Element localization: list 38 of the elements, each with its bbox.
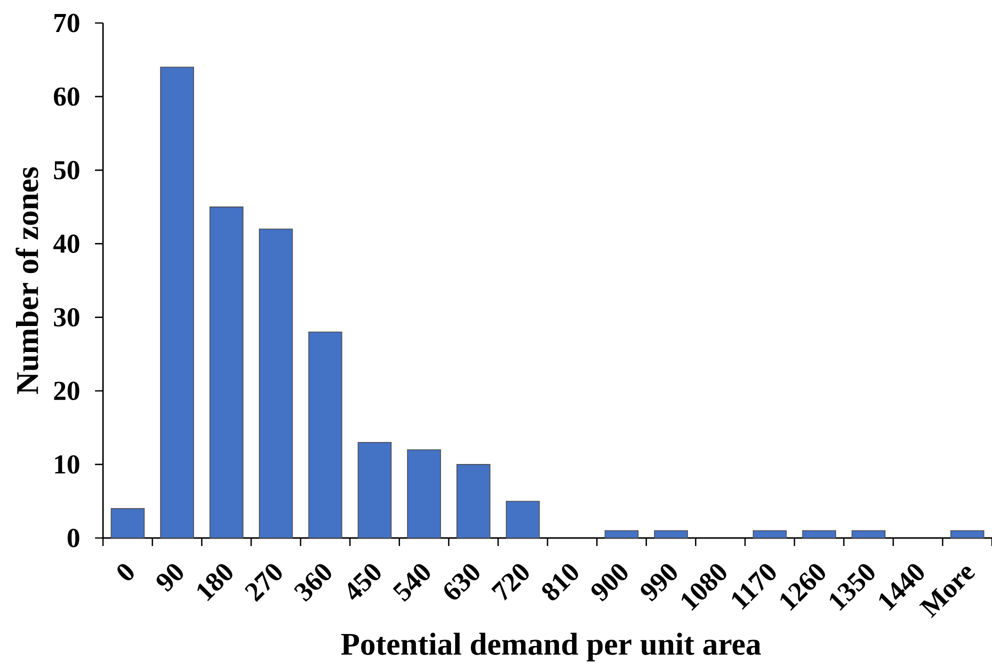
x-tick-label: 900 xyxy=(591,564,628,602)
y-tick-label: 0 xyxy=(68,528,80,548)
y-tick-label: 30 xyxy=(54,308,80,327)
y-axis-title: Number of zones xyxy=(16,167,38,394)
x-tick-label: 180 xyxy=(197,564,232,602)
x-tick-label: 1170 xyxy=(732,564,776,610)
y-tick-label: 40 xyxy=(53,234,80,253)
bar xyxy=(802,530,836,538)
bar xyxy=(654,530,688,538)
x-tick-label: 540 xyxy=(392,564,430,602)
x-tick-label: 360 xyxy=(294,564,332,602)
bar xyxy=(407,449,441,538)
bar xyxy=(308,332,342,538)
bar xyxy=(506,500,540,538)
x-tick-label: 720 xyxy=(491,564,529,601)
y-tick-label: 20 xyxy=(54,382,80,400)
x-tick-label: 810 xyxy=(542,564,578,600)
y-tick-label: 50 xyxy=(54,160,80,180)
bar xyxy=(752,530,787,538)
bar xyxy=(258,228,293,538)
bar xyxy=(110,508,145,538)
x-tick-label: 0 xyxy=(117,564,134,580)
bar xyxy=(950,530,984,538)
x-tick-label: 990 xyxy=(640,564,677,602)
x-axis-title: Potential demand per unit area xyxy=(341,632,761,662)
x-tick-label: 90 xyxy=(156,564,183,592)
bar xyxy=(852,530,886,538)
bar xyxy=(160,66,194,538)
y-tick-label: 70 xyxy=(54,14,80,32)
x-tick-label: 270 xyxy=(244,564,282,602)
x-tick-label: 630 xyxy=(444,564,480,600)
y-tick-label: 10 xyxy=(55,455,80,474)
x-tick-label: 450 xyxy=(348,564,381,600)
bar xyxy=(210,206,244,538)
bar xyxy=(604,530,639,538)
bar xyxy=(358,442,392,538)
bar xyxy=(456,464,490,538)
y-tick-label: 60 xyxy=(54,87,80,106)
